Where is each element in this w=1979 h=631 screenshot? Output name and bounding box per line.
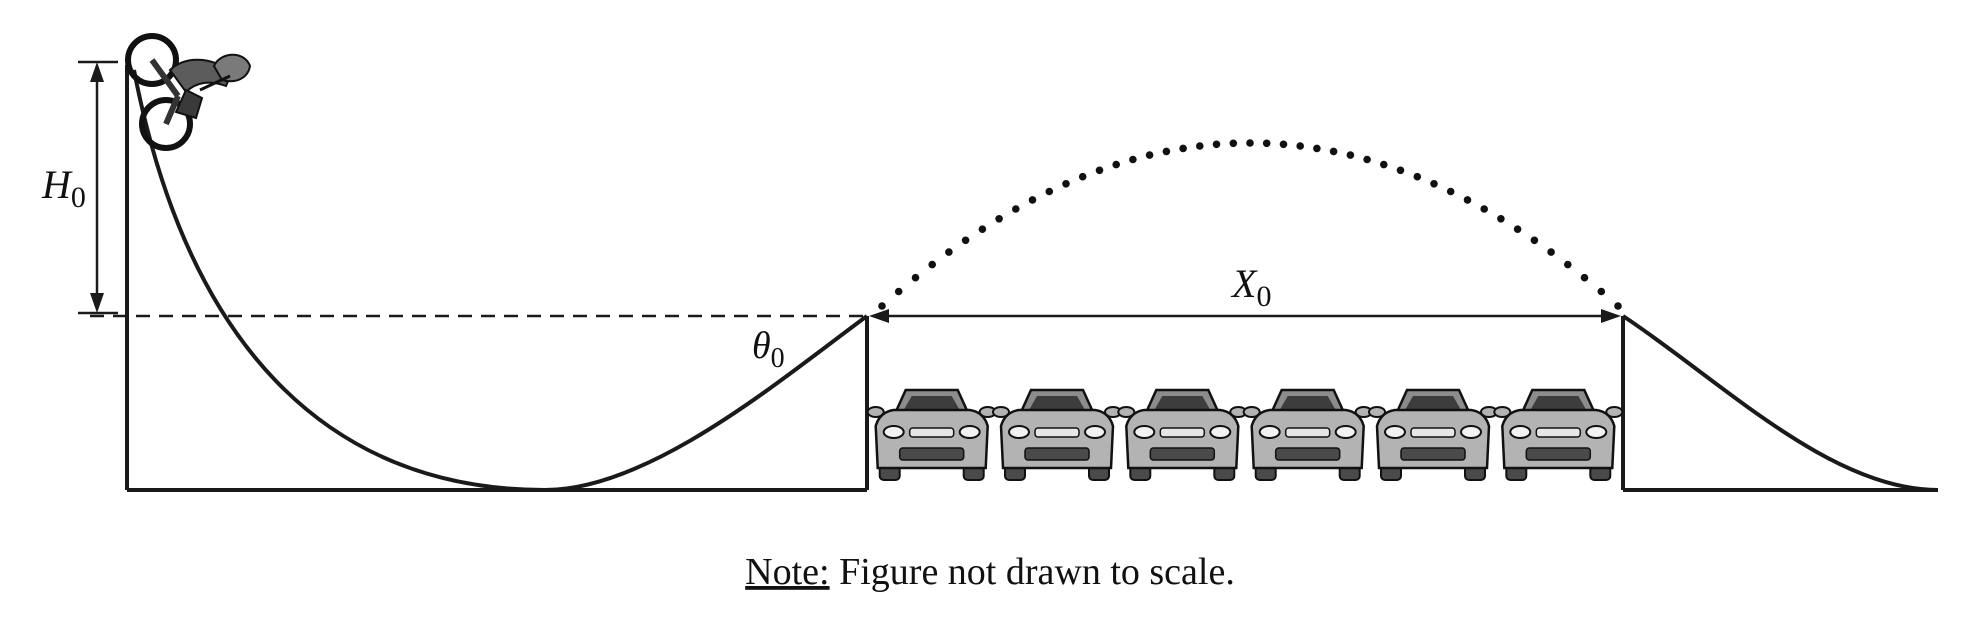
trajectory-dot	[978, 225, 987, 233]
trajectory-dot	[1446, 187, 1455, 196]
trajectory-dot	[1614, 302, 1622, 310]
trajectory-dot	[911, 273, 920, 282]
trajectory-dot	[928, 260, 936, 269]
trajectory-dot	[1530, 236, 1539, 245]
theta-subscript: 0	[771, 343, 785, 374]
ramp-curve	[132, 69, 869, 493]
car	[1493, 388, 1624, 481]
distance-dimension	[869, 309, 1621, 323]
trajectory-dot	[1279, 140, 1288, 149]
trajectory-dot	[1564, 260, 1572, 269]
trajectory-dot	[1463, 196, 1472, 204]
trajectory-dot	[1045, 187, 1054, 196]
trajectory-dot	[1062, 180, 1070, 188]
trajectory-dot	[995, 215, 1003, 223]
trajectory-dot	[1262, 139, 1271, 148]
trajectory-dot	[1296, 142, 1304, 150]
trajectory-dot	[1112, 160, 1120, 169]
trajectory-dot	[1145, 151, 1154, 159]
trajectory-dot	[1346, 151, 1355, 159]
trajectory-dot	[1380, 160, 1388, 169]
trajectory-dot	[1129, 155, 1137, 164]
trajectory-dot	[878, 302, 886, 310]
car	[992, 388, 1122, 481]
trajectory-dotted-path	[878, 139, 1622, 310]
trajectory-dot	[1497, 215, 1505, 223]
svg-text:H0: H0	[41, 162, 86, 214]
trajectory-dot	[894, 287, 903, 296]
car	[866, 388, 997, 481]
theta-label: θ	[752, 325, 771, 367]
trajectory-dot	[1580, 273, 1589, 282]
trajectory-dot	[1329, 147, 1338, 156]
h-label: H	[41, 162, 73, 207]
trajectory-dot	[1012, 205, 1020, 213]
trajectory-dot	[961, 236, 970, 245]
note-label: Note:	[745, 551, 829, 593]
trajectory-dot	[1179, 144, 1187, 153]
trajectory-dot	[1513, 225, 1522, 233]
x-label: X	[1230, 261, 1258, 306]
trajectory-dot	[1430, 180, 1438, 188]
car	[1368, 388, 1498, 481]
trajectory-dot	[1196, 142, 1204, 150]
trajectory-dot	[1547, 248, 1555, 256]
trajectory-dot	[1363, 155, 1371, 164]
trajectory-dot	[1162, 147, 1171, 156]
trajectory-dot	[1413, 172, 1422, 181]
note-text: Figure not drawn to scale.	[830, 551, 1235, 593]
trajectory-dot	[945, 248, 953, 256]
trajectory-dot	[1480, 205, 1488, 213]
trajectory-dot	[1396, 166, 1405, 175]
cyclist-icon	[125, 33, 252, 151]
trajectory-dot	[1212, 140, 1221, 149]
h-subscript: 0	[71, 181, 86, 214]
left-ramp	[125, 65, 869, 493]
trajectory-dot	[1313, 144, 1321, 153]
trajectory-dot	[1028, 196, 1037, 204]
car	[1242, 388, 1373, 481]
svg-text:X0: X0	[1230, 261, 1271, 313]
car	[1117, 388, 1248, 481]
svg-text:θ0: θ0	[752, 325, 785, 374]
right-ramp	[1621, 314, 1939, 492]
x-subscript: 0	[1256, 280, 1271, 313]
trajectory-dot	[1078, 172, 1087, 181]
svg-text:Note: Figure not drawn to scal: Note: Figure not drawn to scale.	[745, 551, 1235, 593]
cars-row	[866, 388, 1624, 481]
trajectory-dot	[1095, 166, 1104, 175]
height-dimension	[78, 60, 118, 315]
trajectory-dot	[1246, 139, 1254, 147]
trajectory-dot	[1229, 139, 1238, 148]
trajectory-dot	[1597, 287, 1606, 296]
